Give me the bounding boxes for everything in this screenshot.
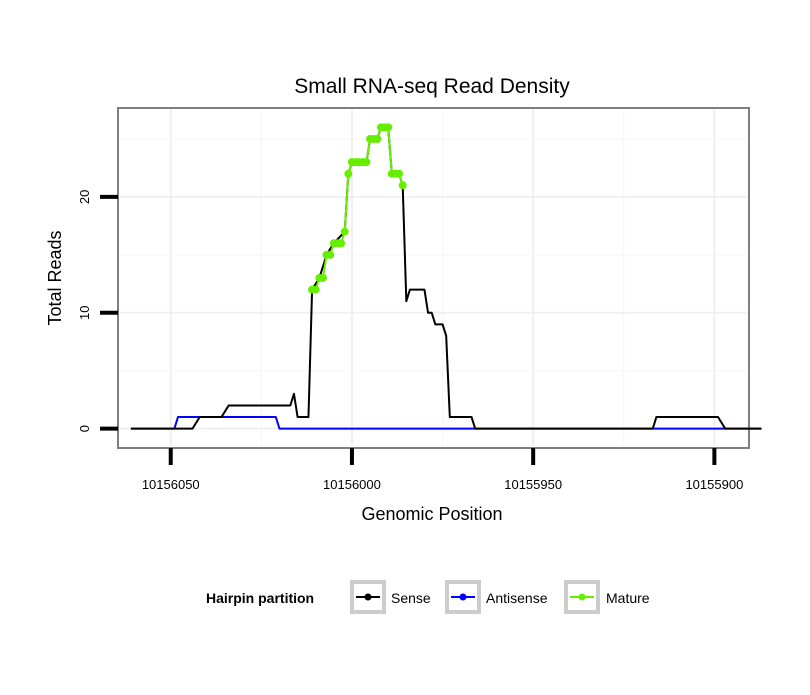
legend-dot-sense xyxy=(364,593,372,601)
mature-point xyxy=(340,227,349,236)
legend: Hairpin partition Sense Antisense Mature xyxy=(206,580,650,614)
y-tick-label: 0 xyxy=(77,425,92,432)
y-axis-title: Total Reads xyxy=(45,230,65,325)
chart-title: Small RNA-seq Read Density xyxy=(294,75,570,98)
legend-item-antisense: Antisense xyxy=(445,580,548,614)
mature-point xyxy=(318,274,327,282)
mature-point xyxy=(373,134,382,143)
legend-item-mature: Mature xyxy=(564,580,650,614)
mature-point xyxy=(384,123,393,132)
x-tick-label: 10156050 xyxy=(142,477,200,492)
legend-title: Hairpin partition xyxy=(206,590,314,606)
y-tick-label: 20 xyxy=(77,190,92,204)
x-tick-label: 10155950 xyxy=(504,477,562,492)
mature-point xyxy=(395,169,404,178)
legend-label-mature: Mature xyxy=(606,590,650,606)
legend-dot-mature xyxy=(578,593,586,601)
y-axis: 0 10 20 xyxy=(77,190,118,432)
y-tick-label: 10 xyxy=(77,306,92,320)
mature-point xyxy=(311,285,320,294)
legend-dot-antisense xyxy=(459,593,467,601)
mature-point xyxy=(344,169,353,178)
plot-panel xyxy=(117,107,750,449)
legend-item-sense: Sense xyxy=(350,580,431,614)
x-axis-title: Genomic Position xyxy=(361,504,502,524)
mature-point xyxy=(398,181,407,190)
x-tick-label: 10156000 xyxy=(323,477,381,492)
legend-label-antisense: Antisense xyxy=(486,590,548,606)
x-axis: 10156050 10156000 10155950 10155900 xyxy=(142,448,743,492)
mature-points-layer xyxy=(308,123,407,294)
x-tick-label: 10155900 xyxy=(685,477,743,492)
legend-label-sense: Sense xyxy=(391,590,431,606)
mature-point xyxy=(362,158,371,167)
mature-point xyxy=(337,239,346,248)
mature-point xyxy=(326,250,335,259)
